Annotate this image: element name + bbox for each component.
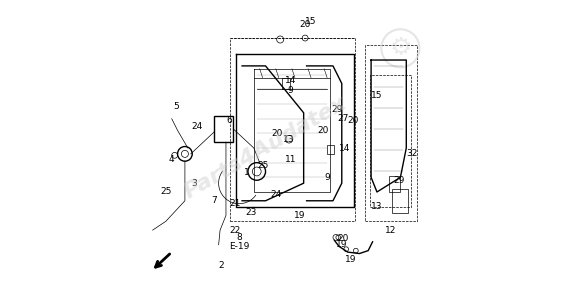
Text: 2: 2 [218,261,224,270]
Bar [231,38,355,221]
Bar [370,75,411,207]
Text: 19: 19 [294,211,305,220]
Text: 20: 20 [272,129,283,138]
Text: Parts4Audatex: Parts4Audatex [181,93,350,203]
Text: 13: 13 [283,135,295,144]
Text: 22: 22 [229,226,240,235]
Text: 8: 8 [236,233,242,242]
Text: 23: 23 [245,208,257,217]
Text: 7: 7 [212,196,217,205]
Text: 5: 5 [173,102,179,112]
Text: 20: 20 [348,116,359,125]
Text: 32: 32 [406,149,418,158]
Bar [392,189,407,213]
Text: 11: 11 [285,155,296,164]
Text: 13: 13 [371,202,383,211]
Text: 25: 25 [257,161,268,170]
Bar [365,45,417,221]
Text: 25: 25 [160,187,172,197]
Text: 9: 9 [288,86,294,95]
Text: 19: 19 [336,240,347,249]
Bar [327,145,335,154]
Text: 14: 14 [339,144,350,152]
Text: 20: 20 [299,20,311,29]
Text: 24: 24 [191,122,202,131]
Text: 29: 29 [393,176,405,185]
Text: 29: 29 [332,105,343,114]
Text: 4: 4 [169,155,175,164]
Text: 12: 12 [384,226,396,235]
Text: 21: 21 [229,199,240,208]
Text: ⚙: ⚙ [389,36,412,60]
Text: 20: 20 [338,234,349,243]
Text: E-19: E-19 [229,242,249,251]
Text: 19: 19 [345,255,356,264]
Text: 20: 20 [317,126,328,135]
Text: 27: 27 [338,114,349,123]
Text: 9: 9 [324,173,330,182]
Bar [281,78,291,89]
Text: 14: 14 [285,76,296,85]
Bar [214,116,234,142]
Text: 6: 6 [226,116,232,125]
Text: 15: 15 [305,17,317,26]
Text: 24: 24 [270,190,281,200]
Text: 3: 3 [191,179,197,188]
Bar [388,176,401,192]
Text: 15: 15 [371,91,383,100]
Text: 1: 1 [243,168,249,177]
